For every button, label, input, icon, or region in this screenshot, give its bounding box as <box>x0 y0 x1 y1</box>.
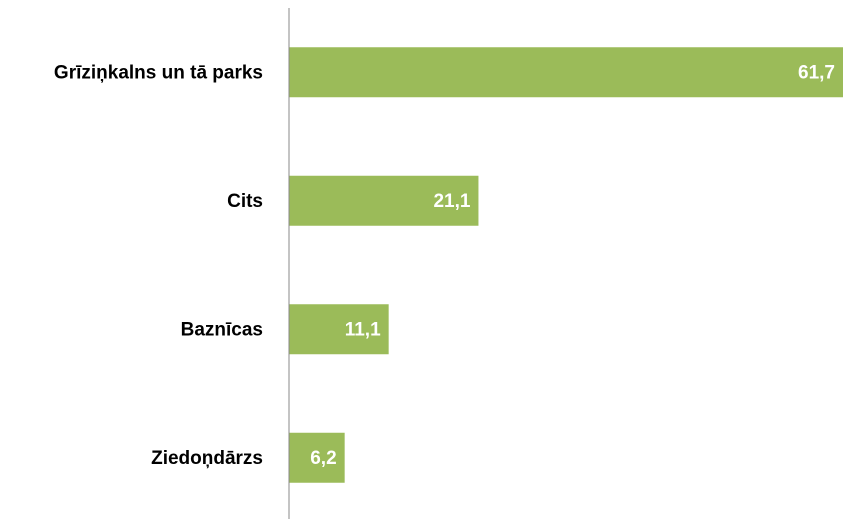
bar <box>289 304 389 355</box>
value-label: 6,2 <box>310 448 336 469</box>
value-label: 11,1 <box>345 319 381 340</box>
category-label: Grīziņkalns un tā parks <box>54 62 263 83</box>
category-label: Cits <box>227 191 263 212</box>
category-label: Ziedoņdārzs <box>151 448 263 469</box>
category-label: Baznīcas <box>181 319 263 340</box>
value-label: 21,1 <box>433 191 470 212</box>
bar <box>289 432 345 483</box>
value-label: 61,7 <box>798 62 835 83</box>
bar <box>289 47 843 98</box>
bar <box>289 175 479 226</box>
